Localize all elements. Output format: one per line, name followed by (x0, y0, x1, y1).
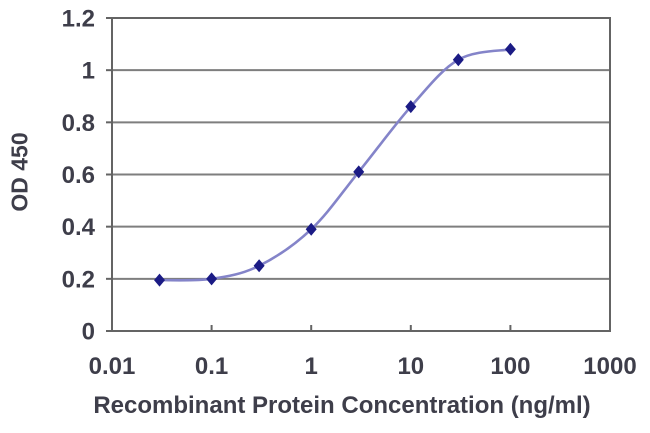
data-point-marker (504, 42, 516, 56)
data-point-marker (353, 165, 365, 179)
x-tick-label: 10 (397, 353, 424, 380)
data-point-marker (405, 100, 417, 114)
y-tick-label: 0.4 (62, 214, 96, 241)
series-line (158, 48, 512, 282)
data-point-marker (253, 259, 265, 273)
x-axis-title: Recombinant Protein Concentration (ng/ml… (93, 392, 591, 419)
x-tick-label: 100 (490, 353, 530, 380)
data-point-marker (305, 222, 317, 236)
y-axis-title: OD 450 (6, 132, 33, 212)
y-tick-label: 1 (82, 58, 95, 85)
data-point-marker (206, 272, 218, 286)
data-point-marker (154, 273, 166, 287)
x-tick-label: 1 (305, 353, 318, 380)
x-tick-label: 0.1 (195, 353, 228, 380)
y-tick-label: 0.2 (62, 266, 95, 293)
y-tick-label: 1.2 (62, 6, 95, 33)
y-tick-label: 0.8 (62, 110, 95, 137)
x-tick-label: 0.01 (89, 353, 136, 380)
x-tick-label: 1000 (583, 353, 636, 380)
y-tick-label: 0.6 (62, 162, 95, 189)
data-point-marker (452, 53, 464, 67)
y-tick-label: 0 (82, 319, 95, 346)
